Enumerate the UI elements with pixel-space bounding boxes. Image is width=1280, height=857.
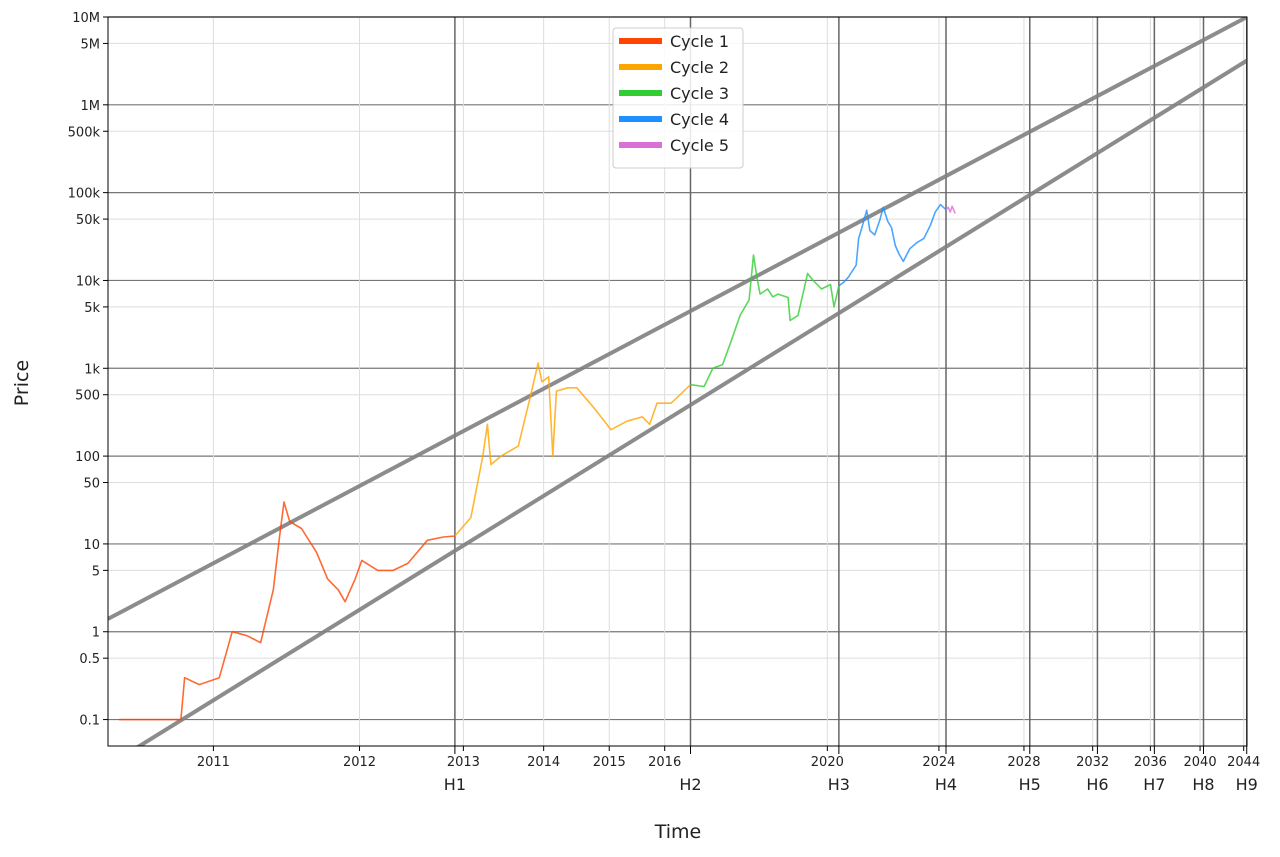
legend-label: Cycle 4 — [670, 110, 729, 129]
y-tick-label: 10 — [83, 538, 100, 553]
x-tick-label: 2015 — [593, 755, 626, 770]
y-tick-label: 500 — [75, 389, 100, 404]
legend-swatch — [619, 38, 662, 44]
price-line — [838, 203, 947, 287]
x-tick-label: 2024 — [922, 755, 955, 770]
halving-label: H9 — [1236, 775, 1258, 794]
y-tick-label: 50 — [83, 477, 100, 492]
y-tick-label: 5M — [81, 37, 101, 52]
x-tick-label: 2040 — [1184, 755, 1217, 770]
x-tick-label: 2012 — [343, 755, 376, 770]
y-tick-label: 50k — [76, 213, 101, 228]
y-tick-label: 10M — [72, 11, 100, 26]
y-tick-label: 100 — [75, 450, 100, 465]
y-tick-label: 0.5 — [79, 652, 100, 667]
x-tick-label: 2014 — [527, 755, 560, 770]
y-tick-label: 10k — [76, 274, 101, 289]
y-tick-label: 1 — [92, 626, 100, 641]
y-tick-label: 5 — [92, 564, 100, 579]
legend-swatch — [619, 116, 662, 122]
halving-label: H3 — [828, 775, 850, 794]
legend-swatch — [619, 90, 662, 96]
y-tick-label: 100k — [68, 187, 101, 202]
price-line — [119, 501, 455, 721]
legend-label: Cycle 1 — [670, 32, 729, 51]
legend-box — [612, 27, 744, 169]
halving-label: H4 — [935, 775, 957, 794]
legend-swatch — [619, 64, 662, 70]
x-axis-label: Time — [654, 821, 702, 843]
legend-swatch — [619, 142, 662, 148]
x-tick-label: 2013 — [447, 755, 480, 770]
halving-label: H6 — [1086, 775, 1108, 794]
plot — [108, 17, 1247, 746]
x-tick-label: 2044 — [1227, 755, 1260, 770]
halving-label: H8 — [1192, 775, 1214, 794]
halving-label: H1 — [444, 775, 466, 794]
x-tick-label: 2011 — [197, 755, 230, 770]
x-tick-label: 2016 — [648, 755, 681, 770]
axes: 0.1 0.5 1 5 10 50 100 500 1k 5k 10k 50k 100k 500k 1M 5M… — [68, 11, 1261, 794]
legend-label: Cycle 2 — [670, 58, 729, 77]
halving-label: H5 — [1019, 775, 1041, 794]
trend-line — [108, 17, 1247, 621]
price-line — [945, 205, 956, 214]
plot-frame — [107, 16, 1248, 747]
x-tick-label: 2020 — [811, 755, 844, 770]
y-axis-label: Price — [11, 360, 33, 406]
y-tick-label: 0.1 — [79, 714, 100, 729]
halving-label: H7 — [1143, 775, 1165, 794]
x-tick-label: 2036 — [1134, 755, 1167, 770]
y-tick-label: 1k — [84, 362, 100, 377]
trend-line — [135, 58, 1247, 746]
y-tick-label: 1M — [81, 99, 101, 114]
x-tick-label: 2028 — [1007, 755, 1040, 770]
price-line — [690, 254, 840, 388]
legend-label: Cycle 3 — [670, 84, 729, 103]
y-tick-label: 500k — [68, 125, 101, 140]
x-tick-label: 2032 — [1076, 755, 1109, 770]
price-line — [454, 362, 692, 537]
halving-label: H2 — [679, 775, 701, 794]
y-tick-label: 5k — [84, 301, 100, 316]
legend: Cycle 1 Cycle 2 Cycle 3 Cycle 4 Cycle 5 — [612, 27, 744, 169]
legend-label: Cycle 5 — [670, 136, 729, 155]
